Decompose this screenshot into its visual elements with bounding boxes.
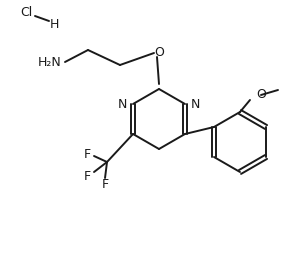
Text: F: F bbox=[83, 147, 91, 160]
Text: H₂N: H₂N bbox=[38, 55, 62, 69]
Text: O: O bbox=[154, 47, 164, 60]
Text: F: F bbox=[83, 169, 91, 183]
Text: O: O bbox=[256, 88, 266, 100]
Text: N: N bbox=[191, 97, 200, 110]
Text: Cl: Cl bbox=[20, 7, 32, 20]
Text: H: H bbox=[49, 18, 59, 32]
Text: N: N bbox=[118, 97, 127, 110]
Text: F: F bbox=[101, 178, 108, 190]
